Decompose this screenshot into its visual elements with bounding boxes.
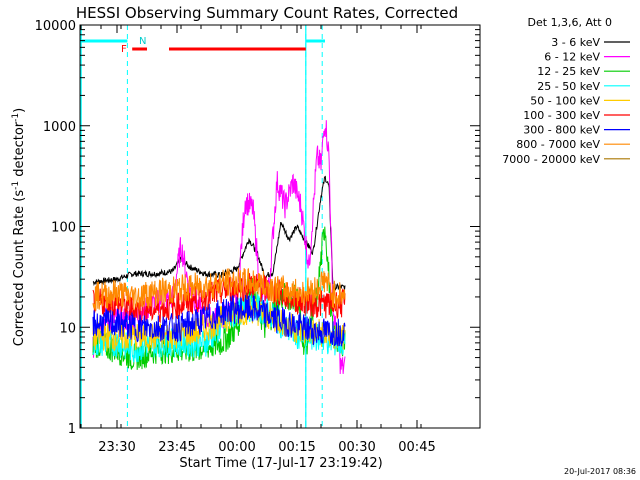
x-tick-label: 00:00 [218,440,255,455]
y-tick-label: 1 [68,422,76,437]
chart-title: HESSI Observing Summary Count Rates, Cor… [76,4,458,22]
flag-label-F: F [121,44,127,55]
y-tick-label: 10 [59,321,76,336]
y-axis-label-end: ) [12,108,27,113]
footer-timestamp: 20-Jul-2017 08:36 [564,467,636,476]
y-axis-label-sup1: -1 [11,181,21,190]
y-axis-label: Corrected Count Rate (s-1 detector-1) [11,108,27,346]
legend-entry-label: 12 - 25 keV [537,65,600,78]
legend-entry-label: 800 - 7000 keV [516,138,600,151]
series-line-800-7000-kev [92,267,346,311]
legend-entry-label: 25 - 50 keV [537,80,600,93]
legend-entry-label: 300 - 800 keV [523,124,600,137]
legend-entry-label: 50 - 100 keV [530,94,600,107]
legend-header: Det 1,3,6, Att 0 [528,16,612,29]
y-axis-label-sup2: -1 [11,113,21,122]
x-tick-label: 00:45 [398,440,435,455]
y-tick-label: 10000 [35,19,76,34]
legend-entry-label: 6 - 12 keV [544,51,600,64]
legend-entry-label: 7000 - 20000 keV [502,153,600,166]
y-tick-label: 100 [51,221,76,236]
series-line-300-800-kev [92,295,346,347]
x-tick-label: 23:30 [98,440,135,455]
x-tick-label: 00:15 [278,440,315,455]
series-group [92,120,346,375]
flag-bars: FN [80,25,325,428]
x-tick-label: 23:45 [158,440,195,455]
y-axis: 1 10 100 1000 10000 [35,19,480,437]
y-axis-label-mid: detector [12,121,27,181]
y-tick-label: 1000 [43,120,76,135]
x-axis-label: Start Time (17-Jul-17 23:19:42) [179,456,382,471]
legend-entry-label: 100 - 300 keV [523,109,600,122]
flag-label-N: N [139,36,146,47]
series-line-3-6-kev [92,175,346,291]
legend-entry-label: 3 - 6 keV [551,36,600,49]
y-axis-label-main: Corrected Count Rate (s [12,190,27,347]
x-axis: 23:30 23:45 00:00 00:15 00:30 00:45 [80,25,436,455]
x-tick-label: 00:30 [338,440,375,455]
